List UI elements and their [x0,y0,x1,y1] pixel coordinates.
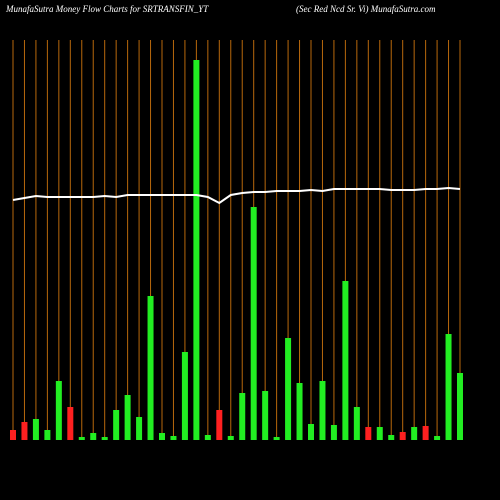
bar [411,427,418,440]
bar [21,422,28,440]
bar [90,433,97,440]
bar [376,427,383,440]
bar [216,410,223,440]
bar [457,373,463,440]
bar [388,435,395,440]
bar [193,60,200,440]
bar [10,430,16,440]
chart-subtitle: (Sec Red Ncd Sr. Vi) MunafaSutra.com [296,4,436,14]
bar [181,352,188,440]
bar [124,395,131,440]
bar [285,338,292,440]
bar [250,207,257,440]
bar [308,424,314,440]
bar [147,296,154,440]
bar [365,427,372,440]
bar [32,419,39,440]
chart-title: MunafaSutra Money Flow Charts for SRTRAN… [5,4,209,14]
bar [239,393,246,440]
bar [67,407,74,440]
bar [170,436,177,440]
bar [55,381,62,440]
bar [204,435,211,440]
bar [434,436,441,440]
bar [273,437,280,440]
bar [227,436,234,440]
bar [422,426,429,440]
bar [330,425,337,440]
bar [44,430,51,440]
bar [136,417,143,440]
bar [159,433,165,440]
bar [78,437,85,440]
bar [353,407,360,440]
price-line [12,186,461,205]
bar [399,432,406,440]
bar [319,381,326,440]
bar [101,437,108,440]
bar [113,410,120,440]
bar [296,383,303,440]
bar [445,334,452,440]
bar [262,391,269,440]
bar [342,281,349,440]
